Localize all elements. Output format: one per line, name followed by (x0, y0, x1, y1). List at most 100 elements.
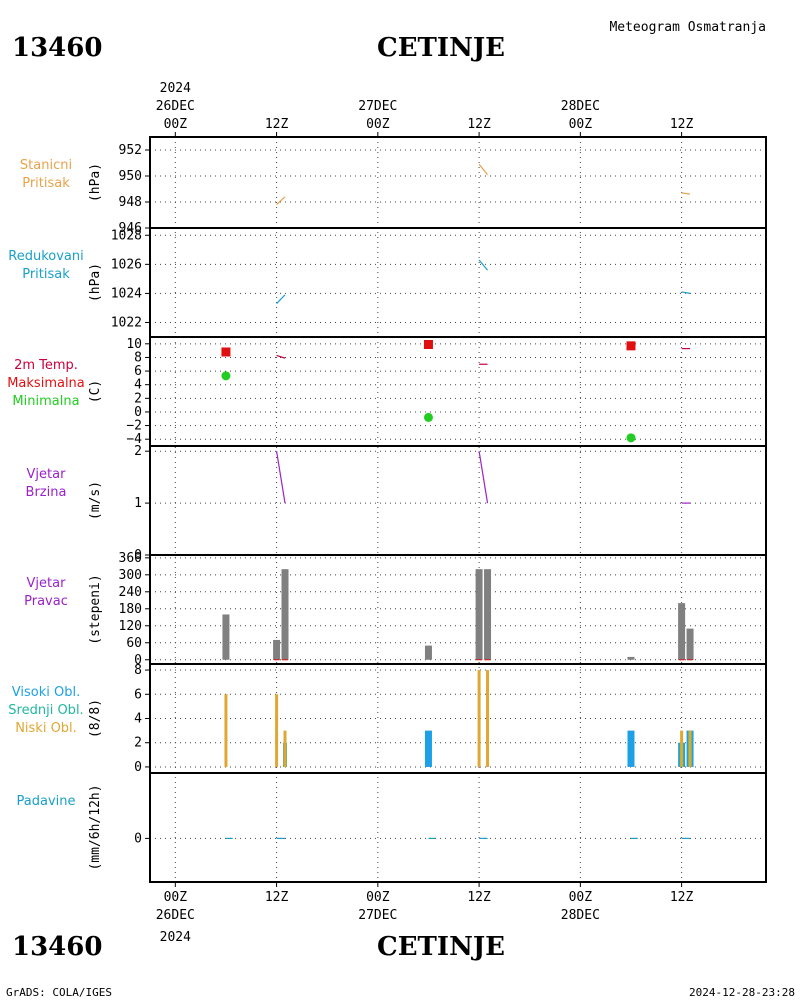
station-pressure-label: Pritisak (22, 176, 70, 191)
wind-direction-bar (475, 569, 483, 660)
temperature-ylabel: (C) (88, 380, 103, 403)
plot-area: 2024202400Z00Z26DEC26DEC12Z12Z00Z00Z27DE… (7, 81, 767, 945)
station-pressure-ytick-label: 948 (119, 195, 142, 210)
station-pressure-line (681, 192, 691, 195)
wind-direction-bar (686, 628, 694, 660)
temperature-panel-frame (149, 336, 767, 447)
temperature-ytick-label: 0 (134, 405, 142, 420)
time-tick-bottom: 00Z (164, 890, 188, 905)
cloud-cover-label: Niski Obl. (15, 721, 77, 736)
reduced-pressure-panel-frame (149, 227, 767, 338)
date-label-top: 27DEC (358, 99, 397, 114)
date-label-bottom: 26DEC (156, 908, 195, 923)
reduced-pressure-line (478, 259, 488, 271)
year-label-top: 2024 (160, 81, 191, 96)
cloud-cover-ytick-label: 6 (134, 687, 142, 702)
station-id-bottom: 13460 (12, 932, 102, 962)
wind-direction-label: Pravac (24, 594, 68, 609)
station-pressure-panel-frame (149, 136, 767, 229)
precipitation-ytick-label: 0 (134, 831, 142, 846)
temperature-label: Maksimalna (7, 376, 85, 391)
temperature-label: 2m Temp. (14, 358, 78, 373)
temperature-ytick-label: 6 (134, 364, 142, 379)
wind-direction-bar (273, 639, 281, 660)
reduced-pressure-ytick-label: 1026 (111, 257, 142, 272)
cloud-cover-panel-frame (149, 663, 767, 774)
wind-direction-ytick-label: 240 (119, 585, 142, 600)
cloud-cover-ytick-label: 4 (134, 712, 142, 727)
wind-speed-ylabel: (m/s) (88, 481, 103, 520)
temperature-ytick-label: −4 (126, 432, 142, 447)
reduced-pressure-line (681, 291, 691, 294)
reduced-pressure-label: Redukovani (8, 249, 83, 264)
temperature-ytick-label: 4 (134, 378, 142, 393)
chart-subtitle: Meteogram Osmatranja (609, 20, 766, 35)
wind-direction-ytick-label: 300 (119, 568, 142, 583)
station-pressure-line (478, 163, 489, 176)
wind-direction-bar (424, 645, 432, 660)
time-tick-top: 12Z (265, 117, 289, 132)
precipitation-label: Padavine (17, 794, 76, 809)
station-pressure-label: Stanicni (20, 158, 72, 173)
station-pressure-line (276, 196, 286, 206)
date-label-bottom: 28DEC (561, 908, 600, 923)
date-label-top: 26DEC (156, 99, 195, 114)
temperature-ytick-label: 2 (134, 391, 142, 406)
cloud-cover-ytick-label: 2 (134, 736, 142, 751)
wind-direction-bar (281, 569, 289, 660)
cloud-cover-label: Visoki Obl. (12, 685, 80, 700)
temp-min-marker (221, 371, 231, 381)
temperature-ytick-label: 8 (134, 350, 142, 365)
wind-direction-ytick-label: 180 (119, 602, 142, 617)
station-name-bottom: CETINJE (377, 932, 505, 962)
time-tick-bottom: 00Z (569, 890, 593, 905)
cloud-cover-ytick-label: 0 (134, 760, 142, 775)
time-tick-top: 12Z (670, 117, 694, 132)
temp-max-marker (626, 341, 636, 351)
cloud-low-bar (477, 670, 481, 767)
wind-direction-ytick-label: 360 (119, 551, 142, 566)
wind-direction-panel-frame (149, 554, 767, 665)
date-label-top: 28DEC (561, 99, 600, 114)
wind-speed-ytick-label: 2 (134, 444, 142, 459)
wind-direction-bar (484, 569, 492, 660)
wind-speed-line (478, 451, 489, 504)
cloud-high-bar (424, 730, 432, 767)
station-name-top: CETINJE (377, 33, 505, 63)
time-tick-top: 00Z (164, 117, 188, 132)
time-tick-bottom: 12Z (670, 890, 694, 905)
reduced-pressure-label: Pritisak (22, 267, 70, 282)
time-tick-bottom: 00Z (366, 890, 390, 905)
time-tick-bottom: 12Z (265, 890, 289, 905)
cloud-cover-ylabel: (8/8) (88, 699, 103, 738)
temperature-ytick-label: 10 (126, 337, 142, 352)
station-pressure-ylabel: (hPa) (88, 163, 103, 202)
station-pressure-ytick-label: 950 (119, 169, 142, 184)
wind-speed-label: Vjetar (27, 467, 67, 482)
cloud-cover-ytick-label: 8 (134, 663, 142, 678)
temp-max-marker (221, 347, 231, 357)
cloud-high-bar (627, 730, 635, 767)
temperature-label: Minimalna (12, 394, 79, 409)
wind-direction-label: Vjetar (27, 576, 67, 591)
year-label-bottom: 2024 (160, 930, 191, 945)
station-pressure-ytick-label: 946 (119, 221, 142, 236)
precipitation-panel-frame (149, 772, 767, 883)
wind-direction-ytick-label: 120 (119, 619, 142, 634)
reduced-pressure-ytick-label: 1028 (111, 228, 142, 243)
wind-direction-bar (627, 656, 635, 660)
time-tick-top: 12Z (467, 117, 491, 132)
temp-min-marker (626, 433, 636, 443)
cloud-low-bar (275, 694, 279, 767)
temp-min-marker (423, 412, 433, 422)
reduced-pressure-ytick-label: 1024 (111, 286, 142, 301)
temp-max-marker (423, 339, 433, 349)
wind-speed-line (275, 451, 286, 504)
temp-2m-line (276, 354, 286, 359)
wind-speed-panel-frame (149, 445, 767, 556)
date-label-bottom: 27DEC (358, 908, 397, 923)
time-tick-top: 00Z (569, 117, 593, 132)
cloud-low-bar (680, 730, 684, 767)
wind-direction-bar (678, 603, 686, 660)
render-timestamp: 2024-12-28-23:28 (689, 986, 795, 999)
